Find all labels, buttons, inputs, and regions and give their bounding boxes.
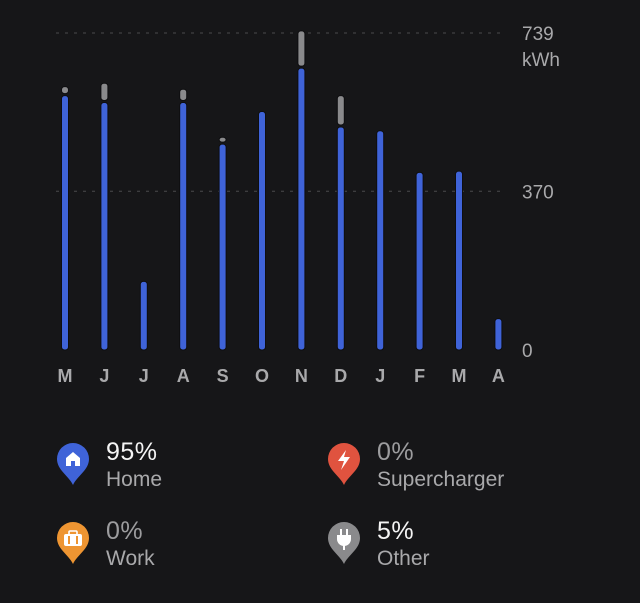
bar-other: [61, 86, 69, 95]
legend-other: 5% Other: [327, 517, 430, 573]
x-tick-label: J: [139, 366, 149, 386]
x-tick-label: J: [99, 366, 109, 386]
x-tick-label: A: [492, 366, 505, 386]
legend-percent: 0%: [106, 517, 144, 545]
y-tick-label: 739: [522, 24, 554, 45]
charging-chart: M J J A S O N D J F M A 739 kWh 370 0: [56, 24, 560, 386]
bar-other: [297, 30, 306, 67]
x-tick-label: S: [217, 366, 229, 386]
bar-home: [455, 170, 463, 351]
plug-icon: [328, 522, 360, 564]
legend-label: Home: [106, 468, 163, 491]
legend-supercharger: 0% Supercharger: [327, 438, 504, 494]
legend-percent: 95%: [106, 438, 158, 466]
x-tick-label: J: [375, 366, 385, 386]
bar-home: [258, 110, 266, 351]
x-tick-label: A: [177, 366, 190, 386]
bar-home: [218, 143, 227, 351]
bar-home: [376, 130, 385, 351]
x-tick-label: M: [58, 366, 73, 386]
bar-home: [336, 126, 345, 351]
legend-home: 95% Home: [56, 438, 162, 494]
bar-home: [61, 95, 69, 351]
bar-other: [218, 136, 227, 143]
legend-percent: 5%: [377, 517, 415, 545]
legend-label: Work: [106, 547, 155, 570]
bar-home: [179, 101, 188, 351]
legend-label: Other: [377, 547, 430, 570]
briefcase-icon: [57, 522, 89, 564]
bar-home: [139, 280, 148, 351]
y-unit-label: kWh: [522, 50, 560, 71]
x-tick-label: D: [334, 366, 347, 386]
home-icon: [57, 443, 89, 485]
bar-home: [494, 318, 503, 351]
bar-other: [179, 88, 188, 101]
x-tick-label: M: [452, 366, 467, 386]
legend-label: Supercharger: [377, 468, 505, 491]
bar-other: [100, 82, 109, 101]
bar-home: [415, 171, 424, 351]
y-tick-label: 370: [522, 182, 554, 203]
x-tick-label: F: [414, 366, 425, 386]
legend-percent: 0%: [377, 438, 415, 466]
legend-work: 0% Work: [56, 517, 155, 573]
y-tick-label: 0: [522, 341, 533, 362]
x-tick-label: N: [295, 366, 308, 386]
bar-home: [297, 67, 306, 351]
bar-home: [100, 101, 109, 351]
lightning-icon: [328, 443, 360, 485]
bar-other: [336, 95, 345, 126]
x-tick-label: O: [255, 366, 269, 386]
